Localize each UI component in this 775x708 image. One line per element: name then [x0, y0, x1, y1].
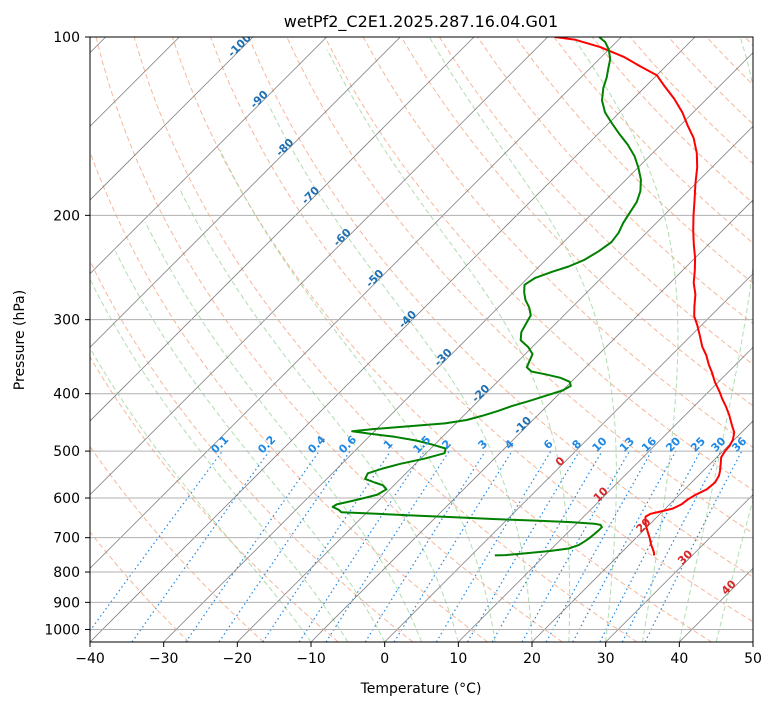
x-tick-label: 20	[523, 651, 541, 667]
isotherm-line	[90, 37, 401, 348]
mixing-ratio-line	[364, 450, 486, 642]
y-tick-label: 600	[53, 491, 80, 507]
moist-adiabat	[715, 497, 753, 642]
dry-adiabat	[515, 37, 753, 284]
dry-adiabat	[133, 37, 638, 642]
dry-adiabat	[90, 531, 190, 642]
background-lines	[90, 37, 753, 642]
x-tick-label: 30	[597, 651, 615, 667]
moist-adiabat	[326, 49, 571, 642]
y-tick-label: 800	[53, 565, 80, 581]
moist-adiabat	[178, 187, 459, 642]
moist-adiabat	[90, 347, 312, 642]
isotherm-line	[90, 37, 327, 275]
dry-adiabat	[171, 37, 712, 642]
mixing-ratio-line	[325, 450, 450, 642]
chart-title: wetPf2_C2E1.2025.287.16.04.G01	[284, 12, 558, 32]
isotherm-line	[384, 273, 753, 642]
isotherm-line	[90, 37, 548, 496]
plot-frame	[89, 36, 754, 643]
y-tick-label: 200	[53, 208, 80, 224]
x-tick-label: 40	[670, 651, 688, 667]
x-tick-label: −40	[75, 651, 105, 667]
dewpoint-line	[331, 37, 642, 557]
moist-adiabat	[572, 37, 679, 642]
dry-adiabat	[248, 37, 753, 578]
isotherm-line	[90, 37, 622, 569]
x-tick-label: 10	[449, 651, 467, 667]
mixing-ratio-line	[599, 450, 702, 642]
isotherm-line	[90, 37, 254, 201]
x-axis-label: Temperature (°C)	[360, 681, 482, 697]
temperature-line	[554, 37, 736, 556]
x-tick-label: −20	[223, 651, 253, 667]
y-tick-label: 700	[53, 531, 80, 547]
isotherm-line	[458, 346, 753, 642]
y-axis: 100 200 300 400 500 600 700 800 900 1000	[44, 30, 90, 638]
isotherm-line	[605, 494, 753, 642]
series-layer	[331, 37, 736, 557]
isotherm-line	[90, 37, 475, 422]
dry-adiabat	[90, 356, 339, 642]
moist-adiabat	[144, 221, 422, 642]
y-axis-label: Pressure (hPa)	[12, 290, 28, 390]
x-tick-label: 0	[380, 651, 389, 667]
isotherm-line	[310, 199, 753, 642]
mixing-ratio-line	[298, 450, 425, 642]
dry-adiabat	[438, 37, 753, 366]
moist-adiabat	[678, 37, 753, 642]
isotherm-line	[237, 125, 753, 642]
y-tick-label: 500	[53, 444, 80, 460]
x-tick-label: −10	[296, 651, 326, 667]
y-tick-label: 300	[53, 313, 80, 329]
mixing-ratio-line	[435, 450, 552, 642]
mixing-ratio-line	[185, 450, 320, 642]
isotherm-line	[531, 420, 753, 642]
mixing-ratio-line	[262, 450, 392, 642]
y-tick-label: 1000	[44, 622, 80, 638]
x-tick-label: 50	[744, 651, 762, 667]
dry-adiabat	[95, 37, 563, 642]
mixing-ratio-line	[218, 450, 351, 642]
y-tick-label: 400	[53, 387, 80, 403]
mixing-ratio-line	[572, 450, 677, 642]
moist-adiabat	[267, 104, 533, 642]
x-tick-label: −30	[149, 651, 179, 667]
dry-adiabat	[400, 37, 753, 407]
y-tick-label: 900	[53, 595, 80, 611]
isotherm-line	[90, 37, 696, 642]
y-tick-label: 100	[53, 30, 80, 46]
dry-adiabat	[210, 37, 753, 623]
moist-adiabat	[115, 251, 386, 642]
isotherm-line	[163, 52, 753, 642]
mixing-ratio-line	[466, 450, 580, 642]
dry-adiabat	[90, 445, 264, 642]
moist-adiabat	[90, 278, 349, 642]
x-axis: −40 −30 −20 −10 0 10 20 30 40 50	[75, 642, 762, 667]
dry-adiabat	[324, 37, 753, 491]
dry-adiabat	[90, 150, 488, 642]
moist-adiabat	[428, 37, 617, 642]
